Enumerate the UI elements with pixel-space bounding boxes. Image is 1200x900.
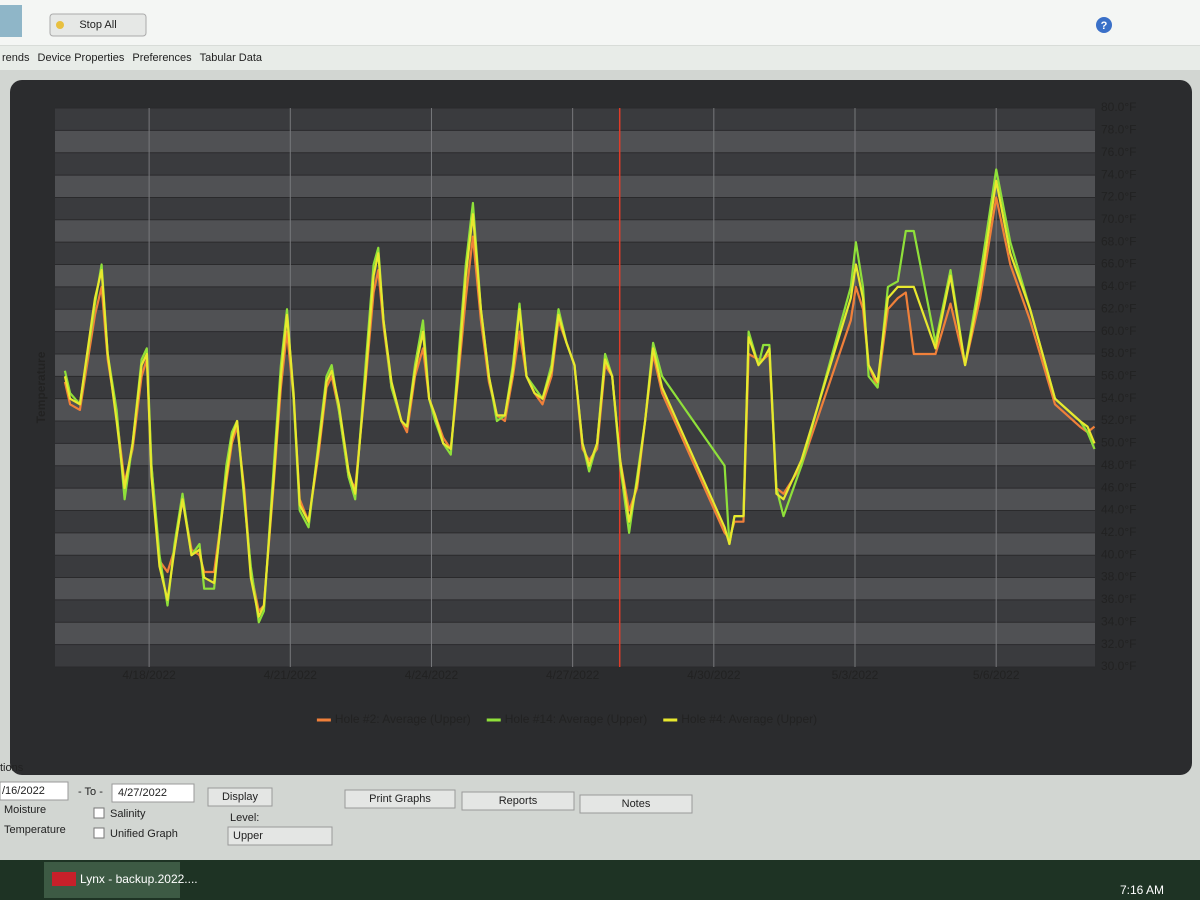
y-tick-label: 40.0°F: [1101, 547, 1136, 561]
taskbar-app-label: Lynx - backup.2022....: [80, 872, 198, 886]
to-date-text: 4/27/2022: [118, 787, 167, 799]
taskbar: [0, 860, 1200, 900]
y-tick-label: 30.0°F: [1101, 659, 1136, 673]
stop-all-button[interactable]: [49, 13, 147, 37]
x-tick-label: 4/24/2022: [405, 668, 459, 682]
y-tick-label: 72.0°F: [1101, 190, 1136, 204]
toolbar: [0, 0, 1200, 45]
y-tick-label: 56.0°F: [1101, 368, 1136, 382]
level-label: Level:: [230, 812, 259, 824]
y-tick-label: 38.0°F: [1101, 570, 1136, 584]
notes-label: Notes: [622, 798, 651, 810]
grid-band: [55, 421, 1095, 444]
display-button[interactable]: [207, 787, 273, 807]
moisture-option[interactable]: Moisture: [4, 804, 46, 816]
legend-label: Hole #14: Average (Upper): [505, 712, 648, 726]
tab[interactable]: Device Properties: [38, 52, 125, 64]
print-button[interactable]: [344, 789, 456, 809]
grid-band: [55, 152, 1095, 176]
series-line: [63, 196, 1096, 613]
y-tick-label: 34.0°F: [1101, 614, 1136, 628]
y-tick-label: 46.0°F: [1101, 480, 1136, 494]
notes-button[interactable]: [579, 794, 693, 814]
x-tick-label: 5/3/2022: [832, 668, 879, 682]
salinity-checkbox[interactable]: [93, 807, 105, 819]
y-axis-label: Temperature: [34, 351, 48, 423]
y-tick-label: 44.0°F: [1101, 503, 1136, 517]
y-tick-label: 68.0°F: [1101, 234, 1136, 248]
y-tick-label: 80.0°F: [1101, 100, 1136, 114]
y-tick-label: 66.0°F: [1101, 257, 1136, 271]
y-tick-label: 76.0°F: [1101, 145, 1136, 159]
from-date-text: /16/2022: [2, 785, 45, 797]
grid-band: [55, 286, 1095, 310]
reports-button[interactable]: [461, 791, 575, 811]
clock: 7:16 AM: [1120, 883, 1164, 897]
x-tick-label: 4/27/2022: [546, 668, 600, 682]
display-label: Display: [222, 791, 259, 803]
x-tick-label: 4/21/2022: [264, 668, 318, 682]
app-logo: [52, 872, 76, 886]
y-tick-label: 58.0°F: [1101, 346, 1136, 360]
print-label: Print Graphs: [369, 793, 431, 805]
y-tick-label: 42.0°F: [1101, 525, 1136, 539]
grid-band: [55, 599, 1095, 623]
level-select[interactable]: [227, 826, 333, 846]
y-tick-label: 36.0°F: [1101, 592, 1136, 606]
grid-band: [55, 510, 1095, 533]
y-tick-label: 78.0°F: [1101, 123, 1136, 137]
help-icon[interactable]: [1096, 17, 1112, 33]
y-tick-label: 70.0°F: [1101, 212, 1136, 226]
y-tick-label: 52.0°F: [1101, 413, 1136, 427]
unified-checkbox[interactable]: [93, 827, 105, 839]
stop-icon: [56, 21, 64, 29]
x-tick-label: 4/30/2022: [687, 668, 741, 682]
help-glyph: ?: [1101, 20, 1108, 32]
y-tick-label: 48.0°F: [1101, 458, 1136, 472]
tabs: rends Device Properties Preferences Tabular…: [2, 52, 263, 64]
temperature-option[interactable]: Temperature: [4, 824, 66, 836]
tab[interactable]: rends: [2, 52, 30, 64]
to-date[interactable]: [111, 783, 195, 803]
y-tick-label: 50.0°F: [1101, 436, 1136, 450]
x-tick-label: 5/6/2022: [973, 668, 1020, 682]
grid-band: [55, 108, 1095, 131]
from-date[interactable]: [0, 781, 69, 801]
controls: tions /16/2022 - To - 4/27/2022 Display …: [0, 762, 693, 846]
y-tick-label: 74.0°F: [1101, 167, 1136, 181]
tab[interactable]: Preferences: [132, 52, 192, 64]
y-tick-label: 32.0°F: [1101, 637, 1136, 651]
to-label: - To -: [78, 786, 103, 798]
options-label: tions: [0, 762, 24, 774]
y-tick-label: 60.0°F: [1101, 324, 1136, 338]
grid-band: [55, 197, 1095, 220]
x-tick-label: 4/18/2022: [122, 668, 176, 682]
series-line: [63, 179, 1096, 618]
stop-all-label[interactable]: Stop All: [79, 19, 116, 31]
legend-label: Hole #2: Average (Upper): [335, 712, 471, 726]
reports-label: Reports: [499, 795, 538, 807]
legend-label: Hole #4: Average (Upper): [681, 712, 817, 726]
app-icon: [0, 5, 22, 37]
grid-band: [55, 555, 1095, 578]
grid-band: [55, 376, 1095, 399]
y-tick-label: 54.0°F: [1101, 391, 1136, 405]
salinity-label: Salinity: [110, 808, 146, 820]
level-value: Upper: [233, 830, 263, 842]
grid-band: [55, 242, 1095, 265]
tab[interactable]: Tabular Data: [200, 52, 263, 64]
grid-band: [55, 465, 1095, 489]
y-tick-label: 62.0°F: [1101, 301, 1136, 315]
unified-label: Unified Graph: [110, 828, 178, 840]
y-tick-label: 64.0°F: [1101, 279, 1136, 293]
chart: 30.0°F 32.0°F 34.0°F 36.0°F 38.0°F 40.0°F 42.0…: [34, 100, 1136, 726]
tab-bar: [0, 46, 1200, 70]
grid-band: [55, 644, 1095, 667]
